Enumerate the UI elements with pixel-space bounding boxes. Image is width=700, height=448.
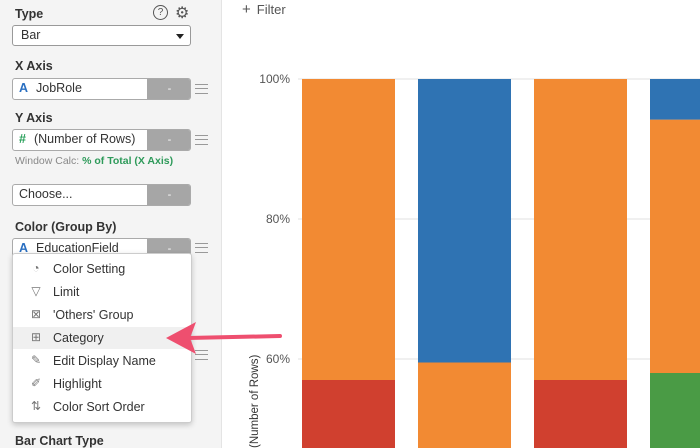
edit-icon: ✎: [30, 353, 42, 367]
x-axis-label: X Axis: [15, 59, 53, 73]
chevron-down-icon: [176, 34, 184, 39]
bar-segment-blue[interactable]: [650, 79, 700, 120]
y-tick-label: 60%: [266, 352, 290, 366]
x-axis-field[interactable]: A JobRole -: [12, 78, 191, 100]
bar-segment-orange[interactable]: [650, 119, 700, 373]
window-calc-label: Window Calc:: [15, 155, 80, 167]
y-axis-options-button[interactable]: -: [147, 130, 190, 150]
bar-segment-red[interactable]: [534, 380, 627, 448]
extra-field-value: Choose...: [19, 187, 73, 201]
help-icon[interactable]: ?: [153, 5, 168, 20]
extra-options-button[interactable]: -: [147, 185, 190, 205]
menu-item-edit-display-name[interactable]: ✎ Edit Display Name: [30, 353, 156, 368]
bar-segment-orange[interactable]: [302, 79, 395, 380]
bar-chart-type-label: Bar Chart Type: [15, 434, 104, 448]
bar-chart: 100% 80% 60% (Number of Rows): [249, 72, 700, 448]
category-icon: ⊞: [30, 330, 42, 344]
chart-config-panel: Type ? ⚙ Bar X Axis A JobRole - Y Axis # (…: [0, 0, 222, 448]
filter-label: Filter: [256, 2, 286, 17]
y-tick-label: 100%: [259, 72, 290, 86]
bar-segment-orange[interactable]: [534, 79, 627, 380]
text-type-icon: A: [19, 241, 29, 255]
sort-icon: ⇅: [30, 399, 42, 413]
window-calc-info: Window Calc: % of Total (X Axis): [15, 155, 173, 167]
type-label: Type: [15, 7, 44, 21]
number-type-icon: #: [19, 132, 26, 146]
y-tick-label: 80%: [266, 212, 290, 226]
group-icon: ⊠: [30, 307, 42, 321]
chart-type-value: Bar: [21, 28, 41, 42]
menu-item-highlight[interactable]: ✐ Highlight: [30, 376, 102, 391]
bar-segment-orange[interactable]: [418, 362, 511, 448]
chart-type-select[interactable]: Bar: [12, 25, 191, 46]
highlighter-icon: ✐: [30, 376, 42, 390]
y-axis-label: Y Axis: [15, 111, 53, 125]
gear-icon[interactable]: ⚙: [175, 5, 190, 22]
menu-item-limit[interactable]: ▽ Limit: [13, 281, 191, 303]
menu-item-color-setting[interactable]: ◔ Color Setting: [13, 258, 191, 280]
add-filter-button[interactable]: + Filter: [242, 1, 286, 18]
color-menu-icon[interactable]: [195, 243, 208, 253]
palette-icon: ◔: [32, 261, 40, 275]
bar-segment-blue[interactable]: [418, 79, 511, 363]
window-calc-value[interactable]: % of Total (X Axis): [82, 155, 174, 167]
bar-segment-red[interactable]: [302, 380, 395, 448]
color-field-name: EducationField: [36, 241, 119, 255]
y-axis-menu-icon[interactable]: [195, 135, 208, 145]
menu-item-color-sort-order[interactable]: ⇅ Color Sort Order: [30, 399, 145, 414]
chart-area: 100% 80% 60% (Number of Rows): [222, 0, 700, 448]
color-group-label: Color (Group By): [15, 220, 117, 234]
secondary-menu-icon[interactable]: [195, 350, 208, 360]
color-options-menu: ◔ Color Setting ▽ Limit ⊠ 'Others' Group…: [12, 253, 192, 423]
extra-field[interactable]: Choose... -: [12, 184, 191, 206]
menu-item-others-group[interactable]: ⊠ 'Others' Group: [30, 307, 134, 322]
x-axis-options-button[interactable]: -: [147, 79, 190, 99]
bar-segment-green[interactable]: [650, 373, 700, 448]
menu-item-category[interactable]: ⊞ Category: [13, 327, 191, 349]
y-axis-field-name: (Number of Rows): [33, 132, 136, 146]
y-axis-title: (Number of Rows): [249, 355, 261, 448]
x-axis-field-name: JobRole: [36, 81, 82, 95]
funnel-icon: ▽: [31, 284, 41, 298]
x-axis-menu-icon[interactable]: [195, 84, 208, 94]
plus-icon: +: [242, 1, 251, 18]
text-type-icon: A: [19, 81, 29, 95]
y-axis-field[interactable]: # (Number of Rows) -: [12, 129, 191, 151]
